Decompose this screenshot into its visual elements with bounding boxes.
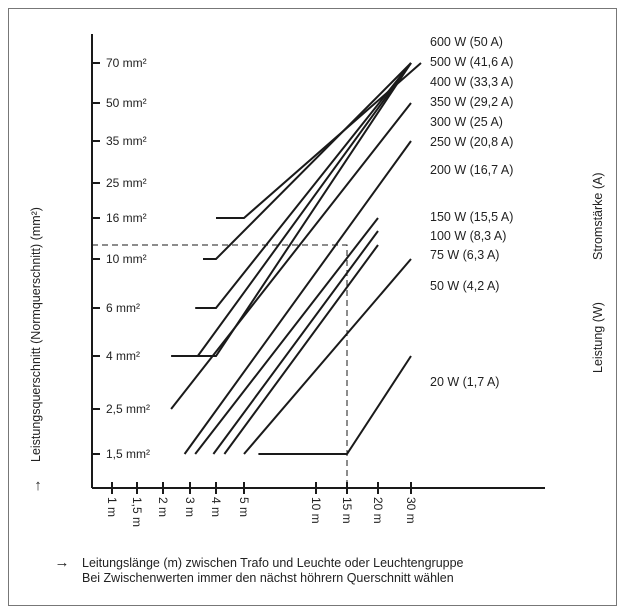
- x-tick-label: 4 m: [209, 497, 223, 517]
- x-tick-label: 1 m: [105, 497, 119, 517]
- series-lines: [170, 62, 422, 455]
- y-tick-label: 2,5 mm²: [106, 402, 150, 416]
- right-label-power: Leistung (W): [591, 302, 605, 373]
- y-tick-label: 6 mm²: [106, 301, 140, 315]
- y-tick-label: 1,5 mm²: [106, 447, 150, 461]
- series-labels: 600 W (50 A) 500 W (41,6 A) 400 W (33,3 A)…: [430, 35, 513, 389]
- chart-frame: [8, 8, 617, 606]
- series-label: 600 W (50 A): [430, 35, 503, 49]
- y-tick-label: 70 mm²: [106, 56, 147, 70]
- x-tick-label: 2 m: [156, 497, 170, 517]
- x-tick-label: 15 m: [340, 497, 354, 524]
- y-tick-label: 25 mm²: [106, 176, 147, 190]
- series-label: 50 W (4,2 A): [430, 279, 499, 293]
- series-line: [243, 258, 412, 455]
- series-line: [171, 62, 412, 357]
- series-label: 350 W (29,2 A): [430, 95, 513, 109]
- x-ticks: 1 m 1,5 m 2 m 3 m 4 m 5 m 10 m 15 m 20 m 30 m: [105, 482, 418, 527]
- series-line: [216, 62, 422, 219]
- series-label: 20 W (1,7 A): [430, 375, 499, 389]
- y-tick-label: 50 mm²: [106, 96, 147, 110]
- reference-line: [92, 244, 348, 488]
- series-line: [212, 230, 379, 455]
- series-label: 200 W (16,7 A): [430, 163, 513, 177]
- y-tick-label: 35 mm²: [106, 134, 147, 148]
- x-axis-arrow: →: [55, 554, 70, 571]
- x-axis-title: Leitungslänge (m) zwischen Trafo und Leu…: [82, 556, 464, 570]
- x-tick-label: 5 m: [237, 497, 251, 517]
- x-tick-label: 3 m: [183, 497, 197, 517]
- series-line: [183, 140, 412, 455]
- series-label: 150 W (15,5 A): [430, 210, 513, 224]
- series-label: 100 W (8,3 A): [430, 229, 506, 243]
- series-line: [223, 244, 379, 455]
- series-line: [170, 102, 412, 410]
- y-tick-label: 10 mm²: [106, 252, 147, 266]
- series-label: 300 W (25 A): [430, 115, 503, 129]
- series-label: 75 W (6,3 A): [430, 248, 499, 262]
- series-label: 250 W (20,8 A): [430, 135, 513, 149]
- series-line: [258, 355, 412, 455]
- x-tick-label: 1,5 m: [130, 497, 144, 527]
- series-line: [194, 217, 379, 455]
- y-ticks: 1,5 mm² 2,5 mm² 4 mm² 6 mm² 10 mm² 16 mm² 25 m…: [92, 56, 150, 461]
- series-label: 400 W (33,3 A): [430, 75, 513, 89]
- x-tick-label: 10 m: [309, 497, 323, 524]
- axes: [91, 34, 545, 489]
- y-axis-up-arrow: ↑: [34, 477, 42, 494]
- reference-dashed-line: [92, 244, 348, 488]
- x-tick-label: 20 m: [371, 497, 385, 524]
- y-tick-label: 4 mm²: [106, 349, 140, 363]
- y-tick-label: 16 mm²: [106, 211, 147, 225]
- chart-note: Bei Zwischenwerten immer den nächst höhr…: [82, 571, 454, 585]
- series-line: [190, 62, 412, 357]
- series-line: [203, 62, 412, 260]
- x-tick-label: 30 m: [404, 497, 418, 524]
- y-axis-title: Leistungsquerschnitt (Normquerschnitt) (…: [29, 207, 43, 462]
- series-label: 500 W (41,6 A): [430, 55, 513, 69]
- series-line: [195, 62, 412, 309]
- right-label-current: Stromstärke (A): [591, 172, 605, 260]
